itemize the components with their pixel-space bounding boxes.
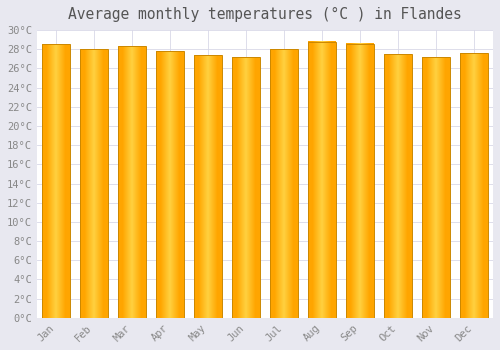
Bar [422,57,450,318]
Bar [118,47,146,318]
Bar [270,49,297,318]
Bar [384,54,411,318]
Bar [194,55,222,318]
Bar [232,57,260,318]
Bar [80,49,108,318]
Bar [42,44,70,318]
Bar [156,51,184,318]
Title: Average monthly temperatures (°C ) in Flandes: Average monthly temperatures (°C ) in Fl… [68,7,462,22]
Bar [308,42,336,318]
Bar [346,43,374,318]
Bar [460,53,487,318]
